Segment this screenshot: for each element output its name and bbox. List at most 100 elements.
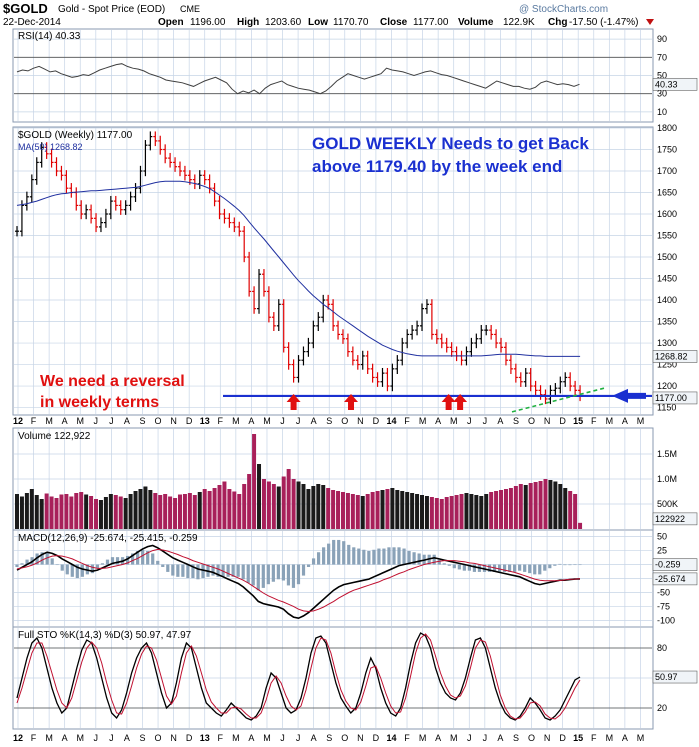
x-tick-label-bottom: M (450, 733, 458, 743)
volume-bar (410, 493, 415, 529)
volume-bar (148, 490, 153, 529)
macd-histogram-bar (502, 564, 507, 572)
volume-bar (553, 481, 558, 529)
x-tick-label-top: N (544, 416, 551, 426)
macd-histogram-bar (241, 564, 245, 580)
moving-average-line (16, 180, 581, 357)
volume-bar (29, 489, 34, 529)
x-tick-label-top: S (513, 416, 519, 426)
volume-value: 122.9K (503, 17, 535, 28)
macd-line (16, 544, 581, 620)
x-tick-label-top: 13 (200, 416, 210, 426)
volume-bar (187, 493, 192, 529)
x-tick-label-top: M (76, 416, 84, 426)
x-tick-label-bottom: A (497, 733, 503, 743)
x-tick-label-bottom: F (591, 733, 597, 743)
x-tick-label-bottom: A (62, 733, 68, 743)
x-tick-label-bottom: D (186, 733, 193, 743)
y-tick-label: 1400 (657, 295, 677, 305)
macd-histogram-bar (372, 549, 376, 565)
macd-histogram-bar (342, 541, 346, 565)
volume-bar (261, 479, 266, 529)
volume-title: Volume 122,922 (18, 431, 91, 442)
x-tick-label-bottom: A (435, 733, 441, 743)
x-tick-label-bottom: M (76, 733, 84, 743)
rsi-panel (12, 28, 654, 123)
x-tick-label-top: M (263, 416, 271, 426)
macd-histogram-bar (467, 564, 471, 571)
x-tick-label-top: F (218, 416, 224, 426)
volume-bar (247, 474, 252, 529)
macd-histogram-bar (553, 564, 557, 566)
macd-histogram-bar (146, 551, 150, 565)
x-tick-label-bottom: J (280, 733, 285, 743)
volume-bar (355, 495, 360, 529)
y-tick-label: -100 (657, 615, 675, 625)
x-tick-label-bottom: D (559, 733, 566, 743)
volume-bar (503, 489, 508, 529)
volume-last-value-box (652, 512, 698, 526)
volume-bar (454, 495, 459, 529)
volume-bar (499, 490, 504, 529)
x-tick-label-bottom: M (419, 733, 427, 743)
y-tick-label: 90 (657, 34, 667, 44)
volume-bar (133, 491, 138, 529)
macd-histogram-bar (256, 564, 260, 591)
volume-bar (123, 498, 128, 529)
x-tick-label-bottom: A (622, 733, 628, 743)
macd-histogram-bar (337, 539, 341, 565)
macd-histogram-bar (246, 564, 250, 583)
x-tick-label-bottom: M (637, 733, 645, 743)
volume-bar (484, 494, 489, 529)
volume-bar (365, 494, 370, 529)
x-tick-label-bottom: A (124, 733, 130, 743)
macd-histogram-bar (523, 564, 527, 572)
macd-histogram-bar (186, 564, 190, 579)
down-arrow-icon (646, 19, 654, 25)
macd-histogram-bar (497, 564, 502, 572)
volume-bar (444, 497, 449, 529)
volume-label: Volume (458, 17, 494, 28)
volume-bar (291, 479, 296, 529)
volume-bar (439, 499, 444, 529)
volume-bar (192, 495, 197, 529)
y-tick-label: 1300 (657, 338, 677, 348)
x-tick-label-top: A (124, 416, 130, 426)
volume-bar (49, 496, 54, 529)
x-tick-label-bottom: N (544, 733, 551, 743)
macd-histogram-bar (538, 564, 542, 575)
macd-histogram-bar (533, 564, 537, 575)
ma-last-value-box (652, 350, 698, 363)
macd-histogram-bar (15, 564, 19, 567)
macd-histogram-bar (201, 564, 205, 579)
macd-histogram-bar (226, 564, 230, 577)
volume-bar (232, 491, 237, 529)
macd-histogram-bar (156, 560, 160, 565)
x-tick-label-top: J (109, 416, 114, 426)
macd-histogram-bar (25, 559, 29, 565)
x-tick-label-top: A (311, 416, 317, 426)
chg-value: -17.50 (-1.47%) (569, 17, 638, 28)
volume-bar (518, 484, 523, 529)
volume-bar (563, 488, 568, 529)
close-label: Close (380, 17, 408, 28)
y-tick-label: 25 (657, 546, 667, 556)
x-tick-label-top: J (483, 416, 488, 426)
x-tick-label-bottom: F (31, 733, 37, 743)
macd-histogram-bar (90, 564, 94, 574)
x-tick-label-top: F (591, 416, 597, 426)
volume-bar (15, 494, 19, 529)
macd-histogram-bar (115, 557, 120, 565)
macd-histogram-bar (578, 564, 582, 566)
volume-bar (311, 486, 316, 529)
price-title: $GOLD (Weekly) 1177.00 (18, 130, 133, 141)
volume-bar (143, 486, 148, 529)
volume-bar (513, 486, 518, 529)
volume-bar (429, 497, 434, 529)
macd-histogram-bar (327, 543, 331, 565)
marks-layer (15, 63, 652, 721)
volume-bar (573, 494, 578, 529)
support-arrow-icon (612, 388, 646, 403)
volume-bar (39, 499, 44, 529)
